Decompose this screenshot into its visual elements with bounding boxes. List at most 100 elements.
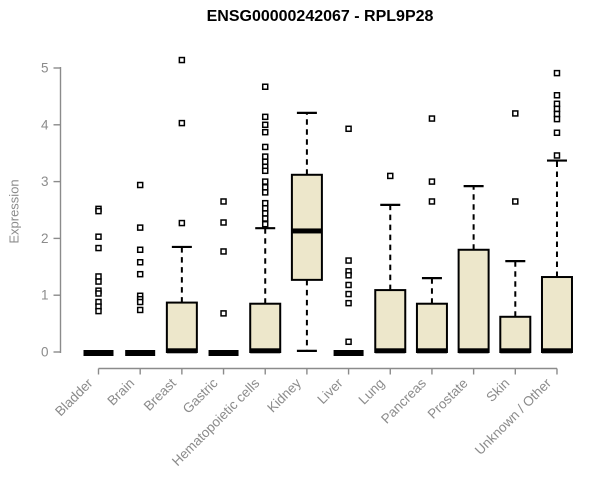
outlier-point	[261, 178, 269, 185]
x-tick-label-bladder: Bladder	[52, 375, 96, 419]
flat-box-bar	[83, 350, 114, 356]
outlier-point	[136, 181, 144, 189]
median-bar	[291, 228, 322, 234]
outlier-point	[95, 233, 102, 240]
outlier-point	[261, 153, 269, 160]
outlier-point	[428, 115, 436, 122]
outlier-point	[178, 119, 186, 127]
outlier-point	[261, 184, 269, 191]
median-bar	[166, 348, 197, 354]
box-brain	[125, 181, 156, 356]
outlier-point	[95, 244, 102, 252]
outlier-point	[345, 299, 352, 307]
y-tick-label: 2	[41, 231, 49, 246]
iqr-box	[415, 302, 448, 353]
x-tick-label-prostate: Prostate	[425, 376, 471, 422]
outlier-point	[95, 278, 102, 285]
y-tick-label: 5	[41, 61, 49, 76]
outlier-point	[261, 199, 269, 207]
x-tick-label-liver: Liver	[314, 375, 346, 407]
outlier-point	[553, 110, 561, 118]
y-tick-label: 3	[41, 174, 49, 189]
chart-title: ENSG00000242067 - RPL9P28	[206, 8, 434, 25]
box-breast	[165, 56, 198, 354]
x-tick-label-brain: Brain	[104, 376, 137, 409]
outlier-point	[387, 172, 394, 180]
x-tick-label-skin: Skin	[483, 376, 512, 405]
outlier-point	[220, 310, 227, 317]
outlier-point	[261, 121, 269, 129]
outlier-point	[95, 307, 102, 315]
x-tick-label-kidney: Kidney	[264, 375, 304, 415]
outlier-point	[553, 92, 561, 99]
outlier-point	[261, 220, 269, 228]
outlier-point	[553, 129, 561, 137]
outlier-point	[345, 290, 352, 298]
box-gastric	[208, 198, 239, 356]
outlier-point	[345, 338, 352, 346]
outlier-point	[428, 198, 436, 205]
outlier-point	[261, 215, 269, 222]
x-tick-label-gastric: Gastric	[180, 375, 221, 416]
iqr-box	[165, 301, 198, 354]
median-bar	[250, 348, 281, 354]
outlier-point	[261, 205, 269, 212]
median-bar	[541, 348, 572, 354]
box-lung	[374, 172, 407, 354]
x-tick-label-lung: Lung	[356, 376, 388, 408]
flat-box-bar	[208, 350, 239, 356]
x-tick-label-breast: Breast	[141, 375, 179, 413]
outlier-point	[345, 257, 352, 264]
outlier-point	[261, 143, 269, 151]
outlier-point	[136, 298, 144, 306]
y-tick-label: 1	[41, 288, 49, 303]
outlier-point	[512, 110, 519, 117]
median-bar	[416, 348, 447, 354]
outlier-point	[136, 306, 144, 314]
flat-box-bar	[125, 350, 156, 356]
outlier-point	[553, 69, 561, 77]
x-tick-label-pancreas: Pancreas	[378, 375, 429, 426]
median-bar	[500, 348, 531, 354]
outlier-point	[345, 281, 352, 289]
iqr-box	[457, 248, 490, 353]
outlier-point	[345, 125, 352, 133]
box-pancreas	[415, 115, 448, 354]
iqr-box	[499, 315, 532, 353]
outlier-point	[136, 246, 144, 254]
iqr-box	[249, 302, 282, 353]
box-liver	[333, 125, 364, 356]
outlier-point	[220, 198, 227, 205]
y-tick-label: 0	[41, 345, 49, 360]
outlier-point	[261, 210, 269, 217]
outlier-point	[261, 167, 269, 175]
iqr-box	[540, 276, 573, 353]
outlier-point	[553, 152, 561, 159]
outlier-point	[95, 290, 102, 297]
outlier-point	[95, 207, 102, 215]
outlier-point	[261, 158, 269, 165]
outlier-point	[136, 224, 144, 231]
y-tick-label: 4	[41, 117, 49, 132]
outlier-point	[220, 219, 227, 226]
box-hematopoietic-cells	[249, 83, 282, 354]
x-tick-label-unknown-other: Unknown / Other	[472, 375, 555, 458]
flat-box-bar	[333, 350, 364, 356]
box-skin	[499, 110, 532, 354]
outlier-point	[261, 83, 269, 90]
outlier-point	[95, 273, 102, 280]
outlier-point	[261, 189, 269, 196]
outlier-point	[178, 56, 186, 64]
outlier-point	[428, 178, 436, 185]
box-unknown-other	[540, 69, 573, 354]
outlier-point	[553, 105, 561, 113]
iqr-box	[290, 173, 323, 281]
outlier-point	[261, 128, 269, 136]
median-bar	[375, 348, 406, 354]
outlier-point	[553, 100, 561, 108]
median-bar	[458, 348, 489, 354]
outlier-point	[512, 198, 519, 205]
box-bladder	[83, 205, 114, 356]
